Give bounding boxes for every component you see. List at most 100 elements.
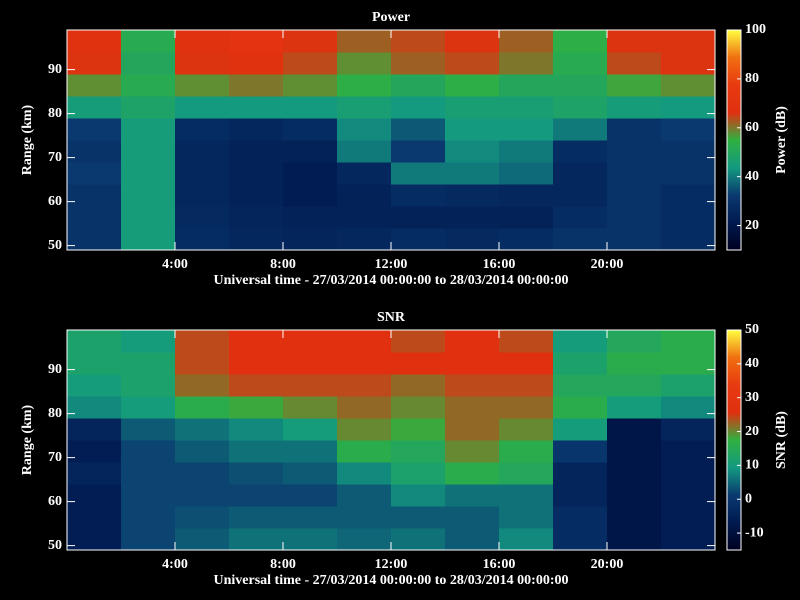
heat-cell bbox=[445, 228, 500, 251]
heat-cell bbox=[283, 118, 338, 141]
heat-cell bbox=[553, 330, 608, 353]
heat-cell bbox=[337, 206, 392, 229]
heat-cell bbox=[661, 440, 716, 463]
heat-cell bbox=[553, 140, 608, 163]
heat-cell bbox=[391, 330, 446, 353]
y-tick-label: 80 bbox=[48, 406, 62, 421]
heat-cell bbox=[67, 118, 122, 141]
y-tick-label: 60 bbox=[48, 494, 62, 509]
heat-cell bbox=[337, 140, 392, 163]
heat-cell bbox=[229, 162, 284, 185]
heat-cell bbox=[121, 184, 176, 207]
heat-cell bbox=[175, 484, 230, 507]
heat-cell bbox=[499, 418, 554, 441]
heat-cell bbox=[499, 484, 554, 507]
colorbar bbox=[726, 29, 742, 251]
heat-cell bbox=[337, 74, 392, 97]
heat-cell bbox=[67, 30, 122, 53]
colorbar-tick-label: 0 bbox=[745, 491, 752, 506]
heat-cell bbox=[337, 484, 392, 507]
heat-cell bbox=[229, 506, 284, 529]
heat-cell bbox=[175, 74, 230, 97]
y-tick-label: 50 bbox=[48, 238, 62, 253]
heat-cell bbox=[121, 528, 176, 551]
heat-cell bbox=[229, 418, 284, 441]
heat-cell bbox=[229, 206, 284, 229]
heat-cell bbox=[391, 74, 446, 97]
heat-cell bbox=[283, 206, 338, 229]
heat-cell bbox=[283, 52, 338, 75]
x-tick-label: 4:00 bbox=[162, 257, 188, 272]
heat-cell bbox=[661, 228, 716, 251]
heat-cell bbox=[229, 440, 284, 463]
heat-cell bbox=[337, 396, 392, 419]
heat-cell bbox=[121, 484, 176, 507]
heat-cell bbox=[283, 418, 338, 441]
heat-cell bbox=[229, 374, 284, 397]
x-tick-label: 20:00 bbox=[591, 557, 624, 572]
heat-cell bbox=[499, 74, 554, 97]
heat-cell bbox=[499, 118, 554, 141]
heat-cell bbox=[445, 184, 500, 207]
heat-cell bbox=[337, 352, 392, 375]
heat-cell bbox=[607, 330, 662, 353]
heat-cell bbox=[391, 162, 446, 185]
heat-cell bbox=[607, 352, 662, 375]
heat-cell bbox=[607, 206, 662, 229]
x-tick-label: 16:00 bbox=[483, 257, 516, 272]
heat-cell bbox=[229, 140, 284, 163]
heat-cell bbox=[391, 396, 446, 419]
heat-cell bbox=[445, 396, 500, 419]
heat-cell bbox=[445, 74, 500, 97]
heat-cell bbox=[229, 52, 284, 75]
heat-cell bbox=[445, 330, 500, 353]
heat-cell bbox=[553, 462, 608, 485]
heat-cell bbox=[175, 30, 230, 53]
heat-cell bbox=[121, 374, 176, 397]
heat-cell bbox=[175, 228, 230, 251]
heat-cell bbox=[661, 162, 716, 185]
heat-cell bbox=[283, 374, 338, 397]
heat-cell bbox=[175, 462, 230, 485]
heat-cell bbox=[445, 52, 500, 75]
heat-cell bbox=[661, 330, 716, 353]
heat-cell bbox=[67, 374, 122, 397]
heat-cell bbox=[283, 96, 338, 119]
heat-cell bbox=[283, 228, 338, 251]
heat-cell bbox=[445, 462, 500, 485]
heat-cell bbox=[607, 30, 662, 53]
heat-cell bbox=[607, 484, 662, 507]
heat-cell bbox=[67, 462, 122, 485]
y-tick-label: 80 bbox=[48, 106, 62, 121]
colorbar bbox=[726, 329, 742, 551]
heat-cell bbox=[67, 352, 122, 375]
heat-cell bbox=[283, 396, 338, 419]
heat-cell bbox=[661, 96, 716, 119]
heat-cell bbox=[445, 374, 500, 397]
heat-cell bbox=[553, 374, 608, 397]
heat-cell bbox=[553, 52, 608, 75]
heat-cell bbox=[229, 330, 284, 353]
heat-cell bbox=[553, 418, 608, 441]
heat-cell bbox=[121, 506, 176, 529]
heat-cell bbox=[607, 118, 662, 141]
heat-cell bbox=[121, 228, 176, 251]
heat-cell bbox=[283, 162, 338, 185]
heat-cell bbox=[175, 96, 230, 119]
heat-cell bbox=[553, 118, 608, 141]
heat-cell bbox=[445, 418, 500, 441]
x-tick-label: 12:00 bbox=[375, 557, 408, 572]
heat-cell bbox=[391, 462, 446, 485]
heat-cell bbox=[661, 52, 716, 75]
heat-cell bbox=[283, 462, 338, 485]
heat-cell bbox=[445, 440, 500, 463]
heat-cell bbox=[661, 528, 716, 551]
heat-cell bbox=[607, 96, 662, 119]
heat-cell bbox=[391, 228, 446, 251]
heat-cell bbox=[67, 528, 122, 551]
heat-cell bbox=[67, 140, 122, 163]
heat-cell bbox=[67, 440, 122, 463]
heat-cell bbox=[499, 374, 554, 397]
heat-cell bbox=[499, 396, 554, 419]
heat-cell bbox=[391, 484, 446, 507]
